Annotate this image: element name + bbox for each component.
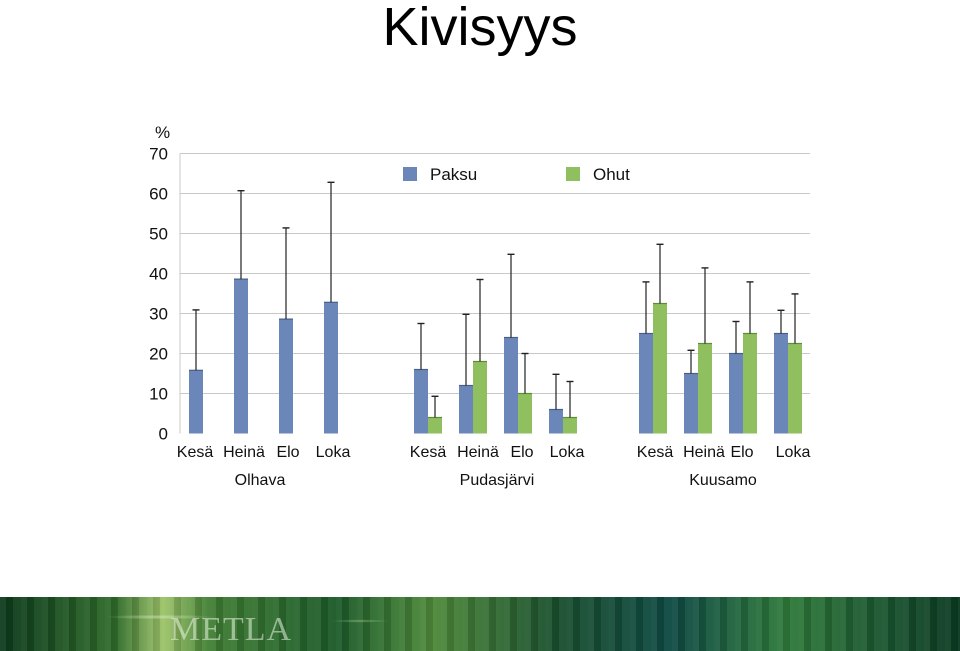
y-tick-label: 30	[149, 305, 168, 324]
bar-ohut	[563, 417, 577, 434]
x-tick-label: Kesä	[177, 444, 214, 461]
bar-paksu	[459, 385, 473, 434]
bar-paksu	[729, 353, 743, 434]
x-tick-label: Heinä	[223, 444, 265, 461]
slide-title: Kivisyys	[382, 0, 578, 57]
bar-paksu	[189, 370, 203, 434]
x-tick-label: Elo	[730, 444, 753, 461]
legend-label-paksu: Paksu	[430, 165, 477, 184]
y-tick-label: 0	[159, 425, 168, 444]
legend-swatch-ohut	[566, 167, 580, 181]
bar-ohut	[743, 333, 757, 434]
group-label: Kuusamo	[689, 472, 757, 489]
y-tick-label: 20	[149, 345, 168, 364]
y-tick-label: 50	[149, 225, 168, 244]
x-tick-label: Loka	[776, 444, 811, 461]
bar-chart: 0 10 20 30 40 50 60 70% Paksu Ohut Kesä Heinä Elo Lok…	[149, 123, 811, 489]
metla-logo: METLA	[170, 611, 293, 648]
x-tick-label: Kesä	[410, 444, 447, 461]
y-tick-label: 70	[149, 145, 168, 164]
bar-paksu	[324, 302, 338, 434]
y-tick-label: 40	[149, 265, 168, 284]
x-tick-label: Heinä	[457, 444, 499, 461]
bar-paksu	[414, 369, 428, 434]
group-label: Olhava	[235, 472, 286, 489]
bar-ohut	[518, 393, 532, 434]
bar-ohut	[428, 417, 442, 434]
x-tick-label: Loka	[316, 444, 351, 461]
bar-paksu	[549, 409, 563, 434]
group-label: Pudasjärvi	[460, 472, 535, 489]
legend-label-ohut: Ohut	[593, 165, 630, 184]
y-tick-label: 60	[149, 185, 168, 204]
footer-banner: METLA	[0, 597, 960, 651]
bar-ohut	[698, 343, 712, 434]
y-tick-label: 10	[149, 385, 168, 404]
bar-paksu	[774, 333, 788, 434]
x-tick-label: Elo	[510, 444, 533, 461]
bar-ohut	[473, 361, 487, 434]
bar-paksu	[639, 333, 653, 434]
legend-swatch-paksu	[403, 167, 417, 181]
bar-ohut	[653, 303, 667, 434]
x-tick-label: Heinä	[683, 444, 725, 461]
bar-paksu	[279, 319, 293, 434]
x-tick-label: Loka	[550, 444, 585, 461]
bar-paksu	[684, 373, 698, 434]
bar-ohut	[788, 343, 802, 434]
x-tick-label: Kesä	[637, 444, 674, 461]
x-tick-label: Elo	[276, 444, 299, 461]
y-axis-unit: %	[155, 123, 170, 142]
bar-paksu	[234, 279, 248, 434]
bar-paksu	[504, 337, 518, 434]
